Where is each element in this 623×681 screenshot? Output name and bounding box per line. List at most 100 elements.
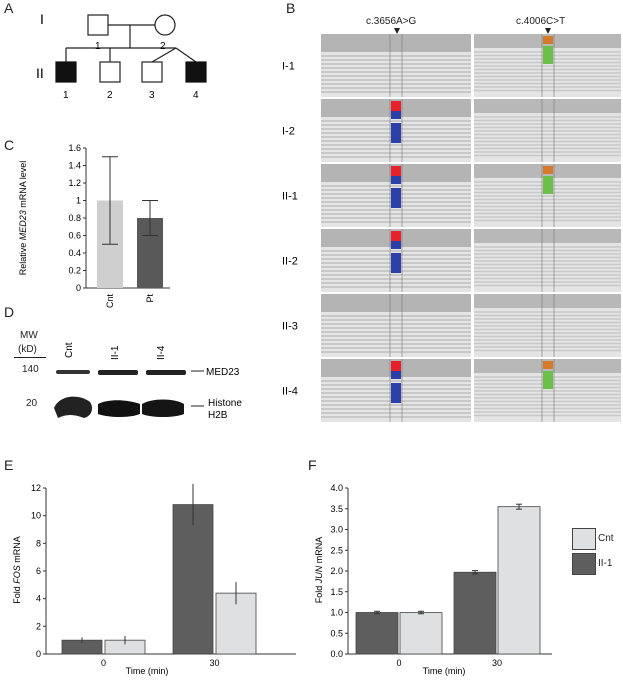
allele-green [543,184,553,194]
generation-label-1: I [40,11,44,27]
chart-c-ylabel: Relative MED23 mRNA level [18,161,28,276]
y-tick-label: 10 [31,511,41,521]
sample-label-ii-4: II-4 [282,386,298,398]
y-tick-label: 1.2 [68,178,81,188]
panel-label-d: D [4,304,15,320]
legend-swatch-ii1 [572,553,596,575]
pedigree-id-ii1: 1 [63,90,69,101]
chart-e: Fold FOS mRNA Time (min) 0 2 4 6 8 10 12 0 30 [12,483,296,676]
kd-label: (kD) [18,344,37,355]
band-label-histone: Histone [208,398,242,409]
panel-label-e: E [4,457,14,473]
y-tick-label: 4.0 [330,483,343,493]
y-tick-label: 6 [36,566,41,576]
legend-label-cnt: Cnt [598,533,614,544]
y-tick-label: 0.5 [330,628,343,638]
band-h2b-ii1 [98,400,140,417]
allele-green [543,176,553,184]
x-tick-label: 30 [209,658,219,668]
variant-2-arrow [545,28,551,34]
pedigree-ii1-affected [55,61,77,83]
lane-cnt: Cnt [64,342,75,358]
band-label-h2b: H2B [208,410,228,421]
panel-label-a: A [4,0,14,16]
pedigree-mother [154,14,176,36]
band-h2b-cnt [54,396,92,418]
chart-f-xlabel: Time (min) [423,666,466,676]
pedigree-id-ii3: 3 [149,90,155,101]
legend-label-ii1: II-1 [598,558,613,569]
mw-divider [14,357,46,358]
allele-red [391,166,401,176]
variant-label-2: c.4006C>T [516,16,566,27]
sample-label-ii-2: II-2 [282,256,298,268]
y-tick-label: 1.0 [330,608,343,618]
y-tick-label: 2.5 [330,545,343,555]
sample-label-i-2: I-2 [282,126,295,138]
y-tick-label: 0.4 [68,248,81,258]
variant-1-arrow [394,28,400,34]
chart-e-ylabel: Fold FOS mRNA [12,536,22,604]
allele-orange [543,166,553,174]
allele-green [543,371,553,379]
bar [399,612,443,655]
y-tick-label: 1 [76,196,81,206]
bar [172,504,214,655]
allele-blue [391,253,401,273]
coverage-v1 [321,294,471,312]
mw-140: 140 [22,364,39,375]
band-h2b-ii4 [142,399,184,417]
chart-e-xlabel: Time (min) [126,666,169,676]
allele-green [543,54,553,64]
y-tick-label: 8 [36,538,41,548]
variant-label-1: c.3656A>G [366,16,417,27]
allele-blue [391,123,401,143]
panel-label-c: C [4,137,15,153]
y-tick-label: 0 [36,649,41,659]
bar [453,571,497,655]
y-tick-label: 0.2 [68,266,81,276]
y-tick-label: 2 [36,621,41,631]
chart-f-ylabel: Fold JUN mRNA [314,537,324,604]
y-tick-label: 0.8 [68,213,81,223]
coverage-v1 [321,34,471,52]
x-tick-label: Cnt [105,294,115,309]
allele-red [391,231,401,241]
generation-label-2: II [36,65,44,81]
y-tick-label: 2.0 [330,566,343,576]
panel-label-f: F [308,457,317,473]
allele-blue [391,383,401,403]
pedigree-id-i1: 1 [95,41,101,52]
y-tick-label: 1.4 [68,161,81,171]
pedigree-id-i2: 2 [160,41,166,52]
allele-blue [391,111,401,119]
y-tick-label: 0.6 [68,231,81,241]
sample-label-i-1: I-1 [282,61,295,73]
sample-label-ii-1: II-1 [282,191,298,203]
band-label-med23: MED23 [206,367,240,378]
coverage-v2 [474,294,621,308]
chart-c: Relative MED23 mRNA level 0 0.2 0.4 0.6 0.8 1… [18,143,170,309]
x-tick-label: 0 [396,658,401,668]
allele-green [543,46,553,54]
y-tick-label: 0.0 [330,649,343,659]
mw-label: MW [20,330,38,341]
band-med23-ii1 [98,370,138,375]
pedigree-id-ii4: 4 [193,90,199,101]
y-tick-label: 0 [76,283,81,293]
chart-f: Fold JUN mRNA Time (min) 0.0 0.5 1.0 1.5 2.0… [314,483,552,676]
allele-red [391,361,401,371]
bar [497,506,541,655]
allele-blue [391,188,401,208]
allele-orange [543,36,553,44]
allele-green [543,379,553,389]
y-tick-label: 3.5 [330,504,343,514]
sample-label-ii-3: II-3 [282,321,298,333]
legend-swatch-cnt [572,528,596,550]
y-tick-label: 1.6 [68,143,81,153]
y-tick-label: 12 [31,483,41,493]
allele-blue [391,176,401,184]
mw-20: 20 [26,398,38,409]
band-med23-cnt [56,370,90,374]
coverage-v2 [474,229,621,243]
